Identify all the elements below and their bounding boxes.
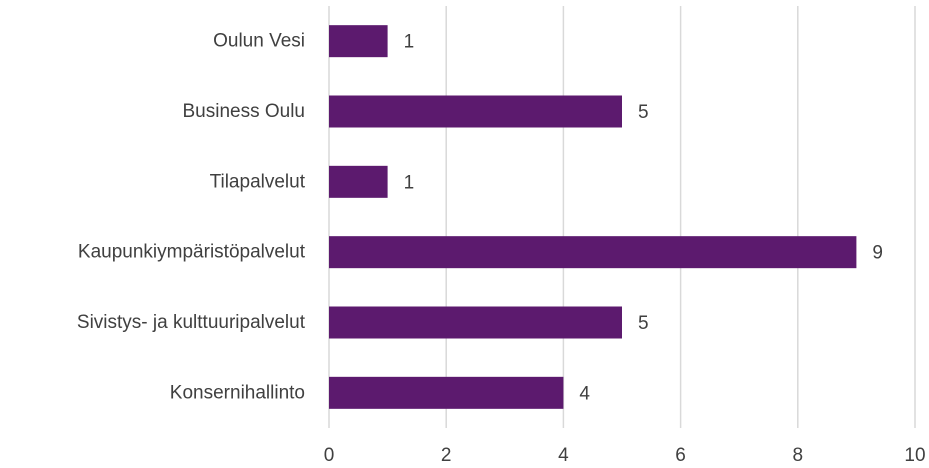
category-label-0: Oulun Vesi [213, 31, 305, 52]
bars [329, 25, 857, 409]
data-label-1: 5 [638, 102, 649, 123]
data-label-3: 9 [872, 243, 883, 264]
data-label-5: 4 [579, 383, 590, 404]
bar-3 [329, 236, 857, 269]
bar-0 [329, 25, 388, 58]
x-tick-label-0: 0 [324, 445, 335, 466]
gridlines [328, 6, 916, 428]
x-axis-ticks: 0 2 4 6 8 10 [324, 445, 926, 466]
data-label-0: 1 [404, 32, 415, 53]
x-tick-label-2: 2 [441, 445, 452, 466]
bar-4 [329, 306, 622, 339]
data-label-2: 1 [404, 172, 415, 193]
category-label-1: Business Oulu [182, 101, 305, 122]
category-label-2: Tilapalvelut [210, 171, 306, 192]
bar-1 [329, 95, 622, 128]
x-tick-label-8: 8 [793, 445, 804, 466]
bar-2 [329, 165, 388, 198]
category-label-5: Konsernihallinto [170, 382, 305, 403]
x-tick-label-10: 10 [904, 445, 925, 466]
category-labels: Oulun Vesi Business Oulu Tilapalvelut Kaupu… [77, 31, 306, 404]
data-label-4: 5 [638, 313, 649, 334]
bar-5 [329, 376, 564, 409]
category-label-3: Kaupunkiympäristöpalvelut [78, 242, 306, 263]
x-tick-label-4: 4 [558, 445, 569, 466]
category-label-4: Sivistys- ja kulttuuripalvelut [77, 312, 306, 333]
x-tick-label-6: 6 [675, 445, 686, 466]
data-labels: 1 5 1 9 5 4 [404, 32, 883, 405]
